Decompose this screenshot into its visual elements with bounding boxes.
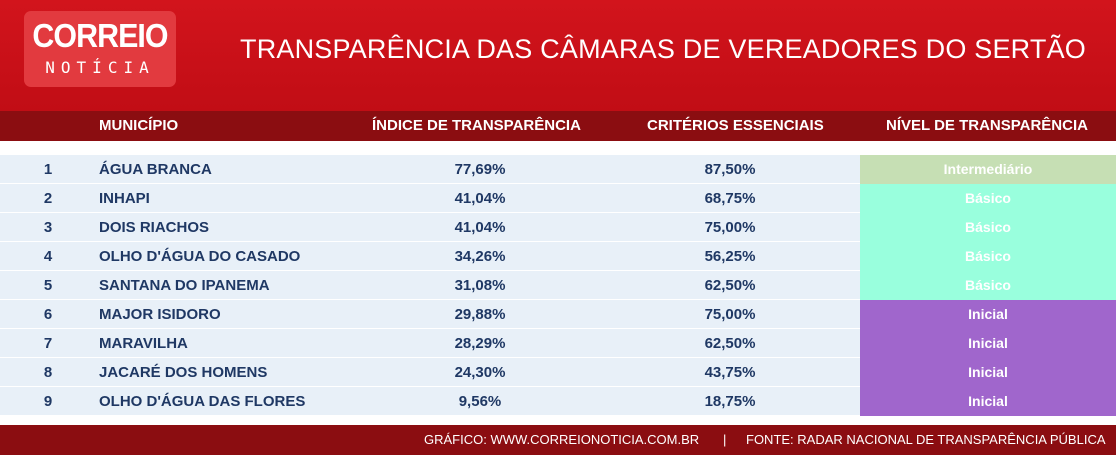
header-criterios: CRITÉRIOS ESSENCIAIS: [647, 117, 824, 134]
row-number: 8: [43, 364, 53, 381]
row-indice: 29,88%: [454, 306, 506, 323]
row-number: 1: [43, 161, 53, 178]
row-background: [0, 271, 860, 299]
footer-separator: |: [723, 432, 727, 447]
row-indice: 24,30%: [454, 364, 506, 381]
row-indice: 41,04%: [454, 190, 506, 207]
header-indice: ÍNDICE DE TRANSPARÊNCIA: [372, 117, 581, 134]
row-background: [0, 300, 860, 328]
row-nivel: Inicial: [860, 358, 1116, 387]
row-criterios: 87,50%: [704, 161, 756, 178]
row-nivel: Intermediário: [860, 155, 1116, 184]
row-criterios: 62,50%: [704, 277, 756, 294]
row-background: [0, 184, 860, 212]
row-background: [0, 242, 860, 270]
footer-grafico: GRÁFICO: WWW.CORREIONOTICIA.COM.BR: [424, 432, 700, 447]
page-title: TRANSPARÊNCIA DAS CÂMARAS DE VEREADORES …: [240, 34, 1086, 64]
row-background: [0, 329, 860, 357]
table-row: 1 ÁGUA BRANCA 77,69% 87,50% Intermediário: [0, 155, 1116, 184]
row-number: 5: [43, 277, 53, 294]
row-municipio: ÁGUA BRANCA: [99, 161, 212, 178]
footer-fonte: FONTE: RADAR NACIONAL DE TRANSPARÊNCIA P…: [746, 432, 1106, 447]
row-municipio: JACARÉ DOS HOMENS: [99, 364, 268, 381]
table-row: 3 DOIS RIACHOS 41,04% 75,00% Básico: [0, 213, 1116, 242]
table-row: 4 OLHO D'ÁGUA DO CASADO 34,26% 56,25% Básico: [0, 242, 1116, 271]
table-row: 7 MARAVILHA 28,29% 62,50% Inicial: [0, 329, 1116, 358]
row-indice: 28,29%: [454, 335, 506, 352]
row-number: 3: [43, 219, 53, 236]
table-row: 8 JACARÉ DOS HOMENS 24,30% 43,75% Inicial: [0, 358, 1116, 387]
row-municipio: SANTANA DO IPANEMA: [99, 277, 270, 294]
row-nivel: Inicial: [860, 300, 1116, 329]
row-nivel: Básico: [860, 213, 1116, 242]
row-criterios: 18,75%: [704, 393, 756, 410]
row-criterios: 56,25%: [704, 248, 756, 265]
logo-main-text: CORREIO: [32, 17, 168, 54]
table-row: 2 INHAPI 41,04% 68,75% Básico: [0, 184, 1116, 213]
row-municipio: OLHO D'ÁGUA DAS FLORES: [99, 393, 306, 410]
row-nivel: Inicial: [860, 387, 1116, 416]
row-indice: 31,08%: [454, 277, 506, 294]
logo: CORREIO NOTÍCIA: [24, 11, 176, 87]
row-criterios: 75,00%: [704, 219, 756, 236]
row-criterios: 75,00%: [704, 306, 756, 323]
row-criterios: 62,50%: [704, 335, 756, 352]
row-number: 6: [43, 306, 53, 323]
footer: GRÁFICO: WWW.CORREIONOTICIA.COM.BR | FON…: [0, 425, 1116, 455]
row-background: [0, 155, 860, 183]
table-row: 5 SANTANA DO IPANEMA 31,08% 62,50% Básico: [0, 271, 1116, 300]
row-municipio: MAJOR ISIDORO: [99, 306, 221, 323]
row-criterios: 68,75%: [704, 190, 756, 207]
row-nivel: Inicial: [860, 329, 1116, 358]
row-number: 2: [43, 190, 53, 207]
row-number: 9: [43, 393, 53, 410]
row-indice: 34,26%: [454, 248, 506, 265]
header-nivel: NÍVEL DE TRANSPARÊNCIA: [886, 117, 1088, 134]
table-row: 6 MAJOR ISIDORO 29,88% 75,00% Inicial: [0, 300, 1116, 329]
row-number: 4: [43, 248, 53, 265]
logo-sub-text: NOTÍCIA: [45, 58, 155, 77]
table-row: 9 OLHO D'ÁGUA DAS FLORES 9,56% 18,75% Inicia…: [0, 387, 1116, 416]
row-municipio: OLHO D'ÁGUA DO CASADO: [99, 248, 301, 265]
row-municipio: DOIS RIACHOS: [99, 219, 210, 236]
row-indice: 41,04%: [454, 219, 506, 236]
row-background: [0, 387, 860, 415]
row-municipio: INHAPI: [99, 190, 150, 207]
row-nivel: Básico: [860, 242, 1116, 271]
row-nivel: Básico: [860, 271, 1116, 300]
header-municipio: MUNICÍPIO: [99, 117, 179, 134]
row-criterios: 43,75%: [704, 364, 756, 381]
row-background: [0, 213, 860, 241]
row-background: [0, 358, 860, 386]
row-nivel: Básico: [860, 184, 1116, 213]
row-indice: 9,56%: [458, 393, 502, 410]
table-body: 1 ÁGUA BRANCA 77,69% 87,50% Intermediário 2 IN…: [0, 155, 1116, 416]
row-number: 7: [43, 335, 53, 352]
row-municipio: MARAVILHA: [99, 335, 188, 352]
row-indice: 77,69%: [454, 161, 506, 178]
table-header: MUNICÍPIO ÍNDICE DE TRANSPARÊNCIA CRITÉR…: [0, 111, 1116, 141]
header-banner: CORREIO NOTÍCIA TRANSPARÊNCIA DAS CÂMARA…: [0, 0, 1116, 111]
